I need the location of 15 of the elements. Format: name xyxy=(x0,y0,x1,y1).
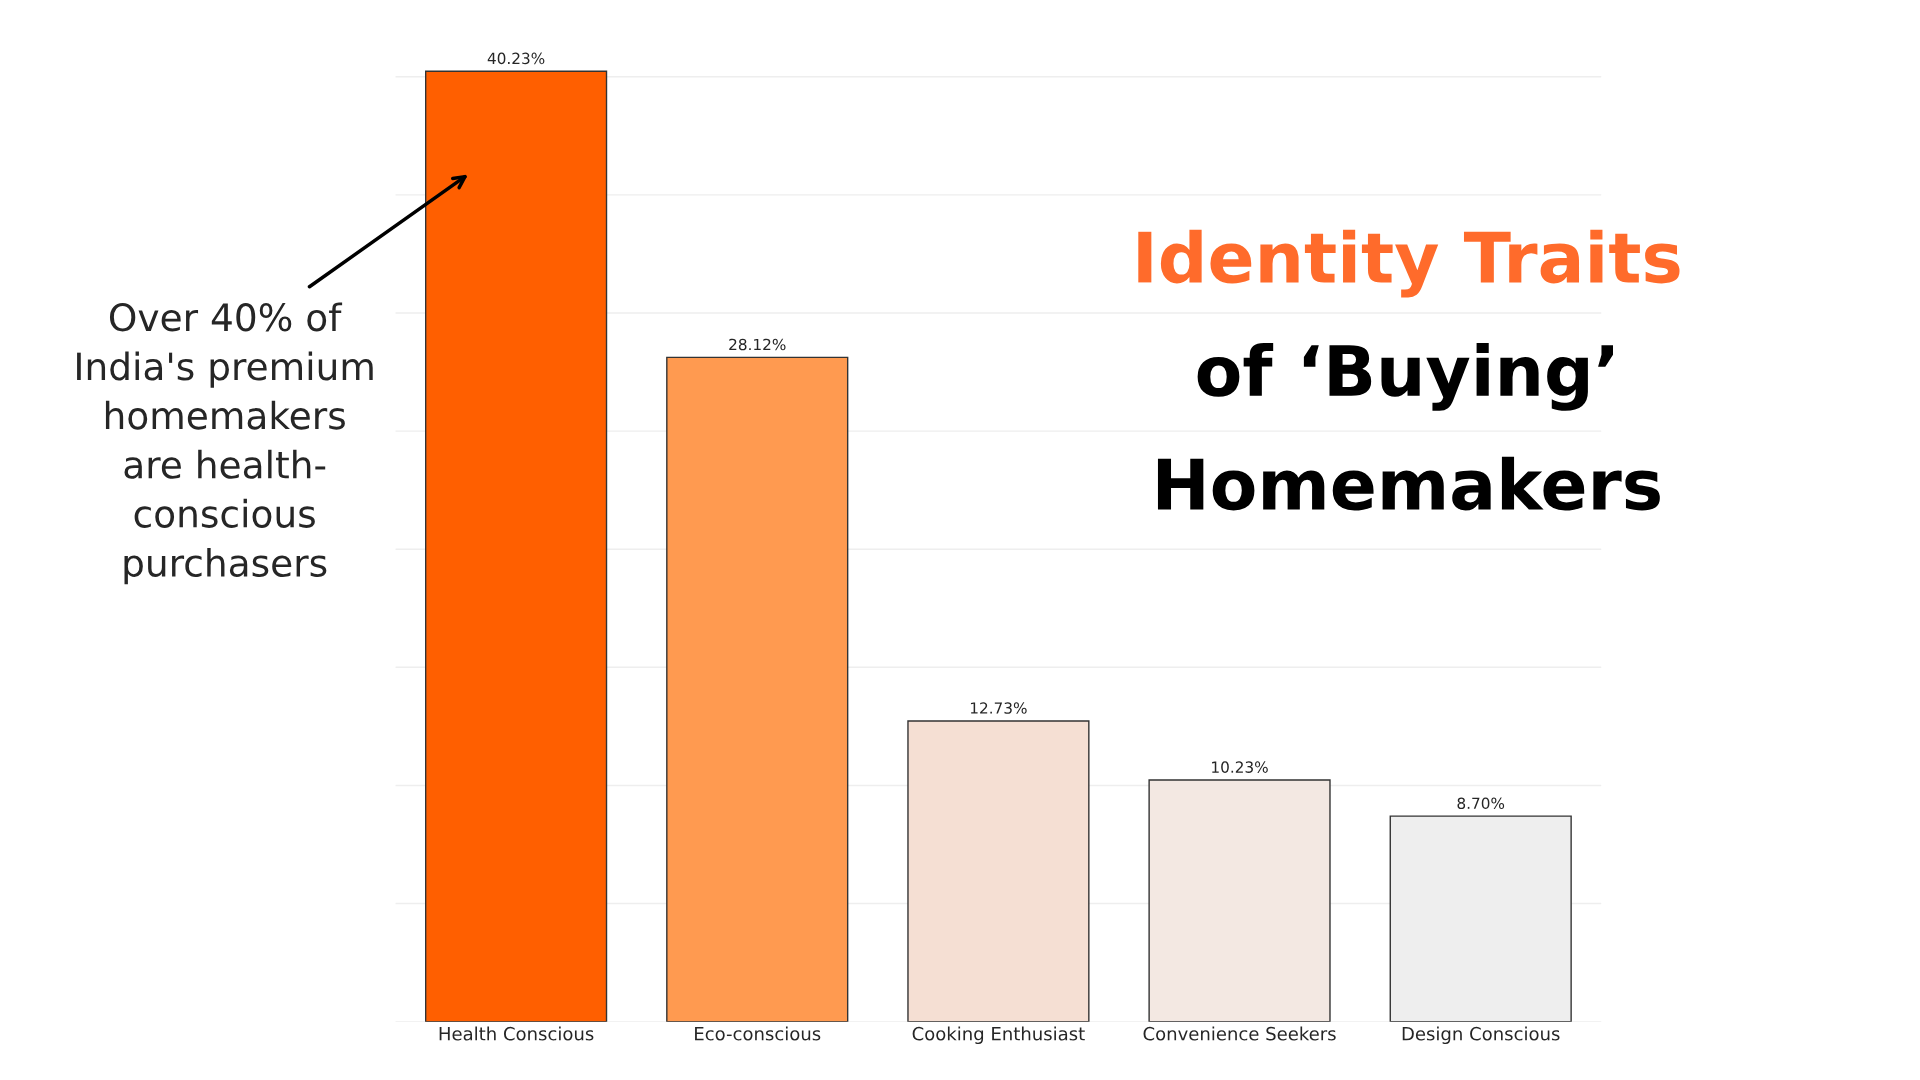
text: Identity Traits of ‘Buying’ Homemakers xyxy=(1138,229,1680,511)
data-label: 12.73% xyxy=(970,702,1027,714)
x-tick-label: Cooking Enthusiast xyxy=(912,1026,1085,1045)
x-tick-label: Design Conscious xyxy=(1402,1026,1560,1045)
x-tick-label: Health Conscious xyxy=(439,1026,594,1041)
data-label: 28.12% xyxy=(729,338,786,351)
data-label: 8.70% xyxy=(1457,797,1505,810)
bar xyxy=(666,356,849,1022)
data-label: 40.23% xyxy=(487,52,545,65)
x-tick-label: Eco-conscious xyxy=(695,1026,821,1041)
bar xyxy=(424,70,608,1022)
x-tick-label: Convenience Seekers xyxy=(1143,1026,1336,1041)
bar xyxy=(907,720,1090,1022)
text: Over 40% of India's premium homemakers are health- conscious purchasers xyxy=(77,302,373,585)
data-label: 10.23% xyxy=(1212,761,1268,773)
